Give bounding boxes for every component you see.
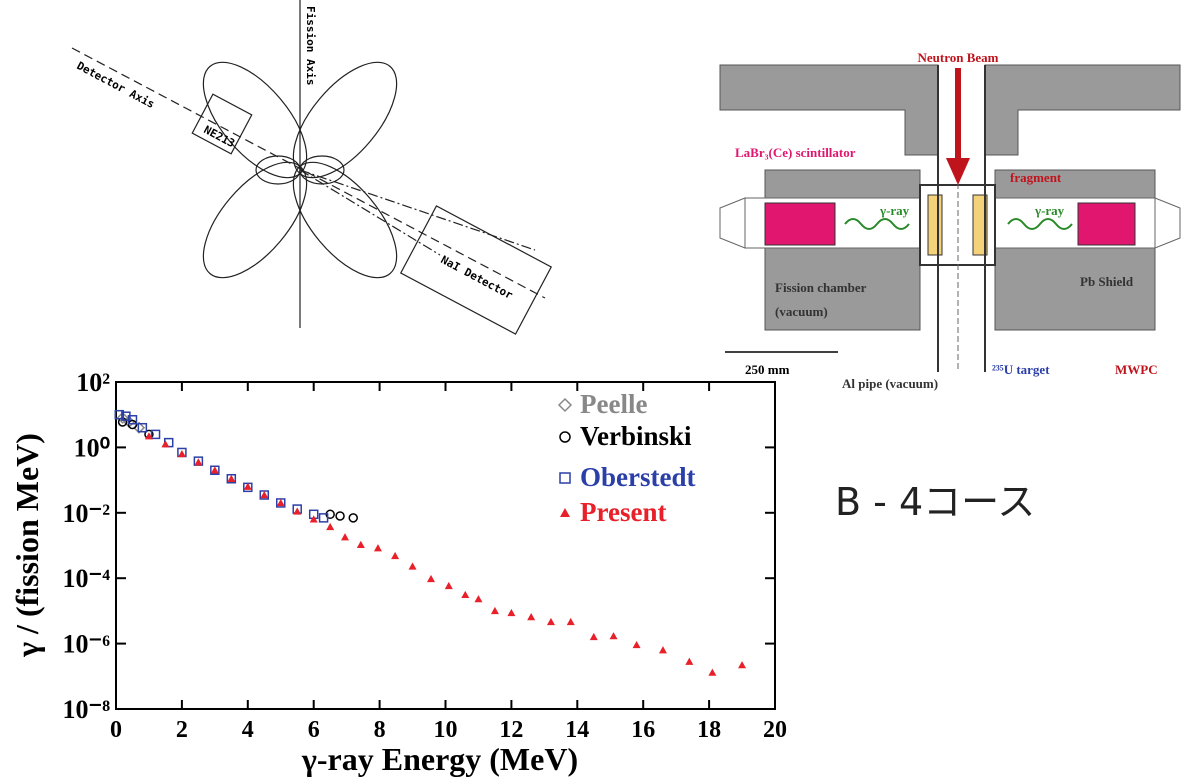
- legend-label: Present: [580, 497, 666, 527]
- point: [685, 657, 694, 665]
- legend-marker: [557, 397, 573, 413]
- x-tick-label: 4: [242, 717, 254, 743]
- point: [114, 409, 125, 420]
- schematic-label: γ-ray: [879, 203, 910, 218]
- point: [177, 449, 186, 458]
- point: [318, 513, 329, 523]
- point: [427, 574, 436, 583]
- schematic-label: γ-ray: [1034, 203, 1065, 218]
- legend-marker: [560, 508, 570, 517]
- point: [373, 544, 382, 552]
- point: [391, 551, 400, 560]
- x-tick-label: 6: [308, 717, 320, 743]
- point: [150, 429, 161, 440]
- point: [632, 640, 641, 649]
- x-tick-label: 18: [697, 717, 721, 743]
- y-tick-label: 10⁰: [74, 433, 110, 462]
- y-tick-label: 10⁻²: [62, 499, 110, 528]
- diagram-label: NaI Detector: [439, 253, 516, 302]
- x-axis-label: γ-ray Energy (MeV): [301, 741, 578, 777]
- point: [546, 617, 555, 626]
- point: [348, 513, 358, 523]
- diagram-label: Fission Axis: [304, 6, 317, 85]
- point: [116, 411, 129, 424]
- legend-label: Peelle: [580, 389, 647, 419]
- point: [356, 540, 365, 549]
- point: [490, 606, 499, 615]
- x-tick-label: 0: [110, 717, 122, 743]
- point: [227, 474, 236, 482]
- x-tick-label: 12: [499, 717, 523, 743]
- angle-diagram: [71, 0, 553, 335]
- schematic-label: LaBr₃(Ce) scintillator: [735, 145, 856, 160]
- point: [341, 533, 350, 541]
- point: [708, 668, 717, 676]
- point: [137, 422, 148, 433]
- schematic-label: Neutron Beam: [917, 50, 998, 65]
- point: [461, 590, 470, 599]
- point: [194, 458, 203, 466]
- point: [408, 562, 417, 570]
- point: [276, 498, 285, 507]
- x-tick-label: 20: [763, 717, 787, 743]
- point: [293, 507, 302, 515]
- schematic-label: 250 mm: [745, 362, 790, 377]
- point: [326, 522, 335, 531]
- legend-label: Verbinski: [580, 421, 692, 451]
- point: [161, 440, 170, 448]
- point: [335, 511, 345, 521]
- point: [507, 608, 516, 617]
- schematic-label: Al pipe (vacuum): [842, 376, 938, 391]
- point: [474, 595, 483, 603]
- schematic-label: Fission chamber: [775, 280, 867, 295]
- point: [589, 632, 598, 641]
- schematic: [719, 64, 1181, 372]
- schematic-label: Pb Shield: [1080, 274, 1134, 289]
- y-tick-label: 10²: [76, 368, 110, 397]
- y-tick-label: 10⁻⁶: [62, 630, 110, 659]
- point: [738, 661, 747, 669]
- legend-marker: [559, 431, 571, 443]
- lobe: [292, 161, 398, 279]
- course-label: B - 4コース: [835, 480, 1035, 524]
- point: [210, 466, 219, 474]
- point: [243, 482, 252, 490]
- lobe: [292, 61, 398, 179]
- ne213-box: [191, 93, 253, 155]
- diagram-label: Detector Axis: [75, 59, 157, 111]
- point: [444, 581, 453, 590]
- point: [260, 491, 269, 499]
- point: [658, 646, 667, 654]
- x-tick-label: 8: [374, 717, 386, 743]
- schematic-label: (vacuum): [775, 304, 828, 319]
- x-tick-label: 16: [631, 717, 655, 743]
- schematic-label: ²³⁵U target: [992, 362, 1050, 377]
- point: [609, 632, 618, 640]
- point: [127, 419, 138, 430]
- point: [144, 432, 153, 440]
- axis-line: [299, 169, 536, 251]
- point: [127, 415, 138, 425]
- lobe: [299, 155, 345, 185]
- x-tick-label: 14: [565, 717, 589, 743]
- legend-marker: [559, 472, 571, 484]
- x-tick-label: 10: [434, 717, 458, 743]
- x-tick-label: 2: [176, 717, 188, 743]
- point: [527, 613, 536, 621]
- y-tick-label: 10⁻⁸: [62, 695, 110, 724]
- point: [566, 617, 575, 626]
- y-axis-label: γ / (fission MeV): [9, 433, 45, 658]
- legend-label: Oberstedt: [580, 462, 695, 492]
- schematic-label: MWPC: [1115, 362, 1158, 377]
- schematic-label: fragment: [1010, 170, 1062, 185]
- point: [309, 515, 318, 523]
- y-tick-label: 10⁻⁴: [62, 564, 110, 593]
- nai-box: [399, 205, 553, 335]
